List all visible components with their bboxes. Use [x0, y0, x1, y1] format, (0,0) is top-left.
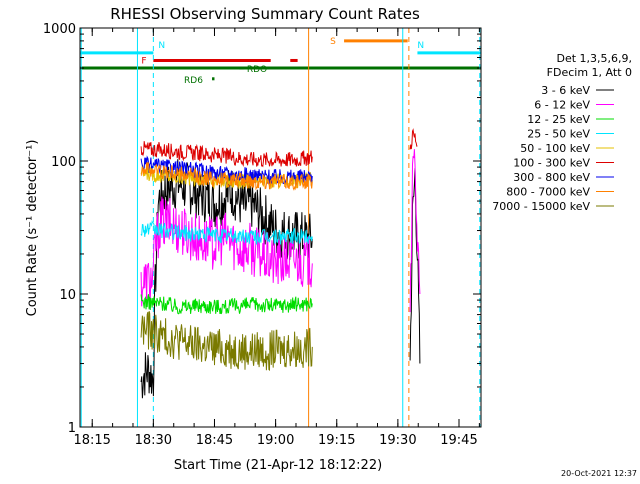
x-tick-label: 18:45 [196, 433, 233, 448]
flag-label: N [417, 41, 424, 51]
x-axis-label: Start Time (21-Apr-12 18:12:22) [174, 458, 382, 473]
series-line [409, 167, 421, 364]
legend-entry-label: 7000 - 15000 keV [492, 200, 590, 213]
series-line [140, 220, 313, 245]
x-tick-label: 19:00 [257, 433, 294, 448]
legend-header: FDecim 1, Att 0 [547, 66, 632, 79]
flag-label: RD6 [184, 76, 203, 86]
legend-entry-label: 300 - 800 keV [513, 171, 590, 184]
y-tick-label: 100 [51, 155, 76, 170]
y-axis: 1 10 100 1000 [43, 22, 481, 436]
legend: Det 1,3,5,6,9,FDecim 1, Att 0 3 - 6 keV 6 … [492, 52, 632, 213]
legend-entry-label: 25 - 50 keV [527, 128, 590, 141]
series-line [409, 149, 421, 313]
series-line [140, 159, 313, 399]
series-line [140, 141, 313, 168]
plot-frame [79, 27, 482, 428]
legend-entry-label: 6 - 12 keV [534, 99, 590, 112]
series-line [409, 128, 418, 150]
x-tick-label: 19:15 [318, 433, 355, 448]
footer-date: 20-Oct-2021 12:37 [561, 469, 637, 478]
chart-title: RHESSI Observing Summary Count Rates [110, 5, 420, 23]
y-axis-label: Count Rate (s⁻¹ detector⁻¹) [25, 140, 40, 317]
legend-entry-label: 3 - 6 keV [541, 84, 590, 97]
legend-entry-label: 12 - 25 keV [527, 113, 590, 126]
x-tick-label: 19:30 [379, 433, 416, 448]
x-tick-label: 18:30 [135, 433, 172, 448]
flag-label: S [330, 37, 336, 47]
series-line [140, 161, 313, 191]
series-line [140, 311, 313, 372]
legend-entry-label: 100 - 300 keV [513, 157, 590, 170]
y-tick-label: 1000 [43, 22, 76, 37]
flag-bars: N N F S RDO RD6 [80, 37, 481, 86]
y-tick-label: 1 [68, 421, 76, 436]
x-tick-label: 18:15 [73, 433, 110, 448]
series-line [140, 294, 313, 315]
flag-label: RDO [247, 65, 267, 75]
legend-header: Det 1,3,5,6,9, [556, 52, 632, 65]
legend-entry-label: 800 - 7000 keV [506, 186, 590, 199]
series-group [140, 128, 421, 399]
x-axis: 18:15 18:30 18:45 19:00 19:15 19:30 19:45 [73, 28, 480, 448]
vertical-markers [80, 28, 481, 427]
legend-entry-label: 50 - 100 keV [520, 142, 590, 155]
y-tick-label: 10 [59, 288, 76, 303]
flag-label: N [158, 41, 165, 51]
series-line [140, 155, 313, 185]
series-line [140, 196, 313, 307]
x-tick-label: 19:45 [440, 433, 477, 448]
flag-label: F [141, 56, 146, 66]
